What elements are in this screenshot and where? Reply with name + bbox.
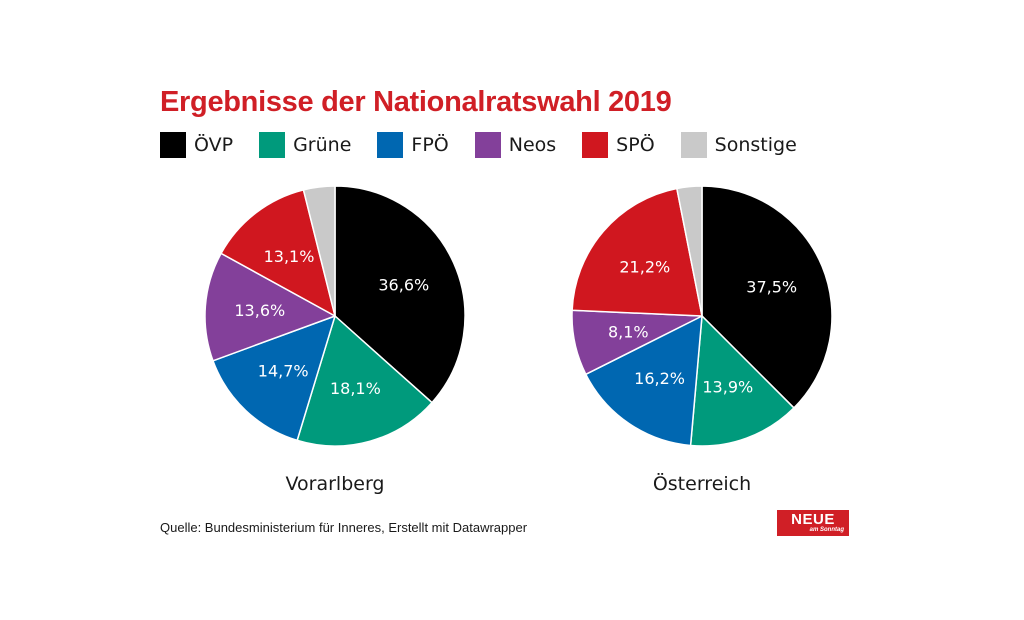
pie-slice-vorarlberg-fpoe	[212, 315, 336, 442]
neue-logo: NEUE am Sonntag	[777, 510, 849, 536]
legend-item-oevp: ÖVP	[160, 132, 233, 158]
pie-chart-vorarlberg: 36,6% 18,1% 14,7% 13,6% 13,1%	[204, 185, 466, 447]
slice-label-vorarlberg-neos: 13,6%	[234, 301, 285, 320]
slice-label-vorarlberg-oevp: 36,6%	[378, 276, 429, 295]
legend-item-sonstige: Sonstige	[680, 132, 797, 158]
legend-swatch-oevp	[160, 132, 186, 158]
slice-label-vorarlberg-gruene: 18,1%	[330, 379, 381, 398]
slice-label-oesterreich-neos: 8,1%	[608, 322, 649, 341]
slice-label-vorarlberg-spoe: 13,1%	[264, 247, 315, 266]
logo-subline: am Sonntag	[809, 527, 844, 533]
slice-label-oesterreich-spoe: 21,2%	[619, 257, 670, 276]
pie-slice-vorarlberg-gruene	[296, 315, 433, 447]
legend-item-spoe: SPÖ	[582, 132, 655, 158]
legend: ÖVP Grüne FPÖ Neos SPÖ Sonstige	[160, 132, 823, 158]
slice-label-oesterreich-oevp: 37,5%	[746, 278, 797, 297]
legend-label-sonstige: Sonstige	[714, 134, 797, 156]
pie-chart-oesterreich: 37,5% 13,9% 16,2% 8,1% 21,2%	[571, 185, 833, 447]
legend-label-fpoe: FPÖ	[411, 134, 449, 156]
legend-swatch-gruene	[259, 132, 286, 158]
pie-slice-oesterreich-spoe	[571, 187, 703, 317]
pie-slice-vorarlberg-spoe	[220, 189, 336, 317]
pie-slice-vorarlberg-sonstige	[302, 185, 336, 317]
legend-swatch-fpoe	[377, 132, 404, 158]
pie-slice-vorarlberg-neos	[204, 252, 336, 362]
pie-slice-oesterreich-fpoe	[585, 315, 703, 447]
legend-label-neos: Neos	[508, 134, 557, 156]
pie-slice-oesterreich-oevp	[701, 185, 833, 409]
pie-slice-oesterreich-gruene	[689, 315, 795, 447]
legend-item-gruene: Grüne	[259, 132, 351, 158]
legend-item-fpoe: FPÖ	[377, 132, 449, 158]
region-label-oesterreich: Österreich	[653, 472, 751, 495]
logo-wordmark: NEUE	[791, 511, 835, 528]
legend-label-oevp: ÖVP	[194, 134, 234, 156]
legend-swatch-spoe	[582, 132, 609, 158]
legend-item-neos: Neos	[474, 132, 557, 158]
pie-slice-vorarlberg-oevp	[334, 185, 466, 404]
legend-label-spoe: SPÖ	[616, 134, 655, 156]
source-note: Quelle: Bundesministerium für Inneres, E…	[160, 520, 528, 535]
legend-swatch-sonstige	[680, 132, 707, 158]
region-label-vorarlberg: Vorarlberg	[286, 473, 385, 495]
slice-label-oesterreich-gruene: 13,9%	[702, 377, 753, 396]
chart-title: Ergebnisse der Nationalratswahl 2019	[160, 86, 672, 118]
slice-label-vorarlberg-fpoe: 14,7%	[258, 361, 309, 380]
pie-slice-oesterreich-sonstige	[676, 185, 703, 317]
slice-label-oesterreich-fpoe: 16,2%	[634, 369, 685, 388]
legend-label-gruene: Grüne	[293, 134, 352, 156]
legend-swatch-neos	[474, 132, 501, 158]
